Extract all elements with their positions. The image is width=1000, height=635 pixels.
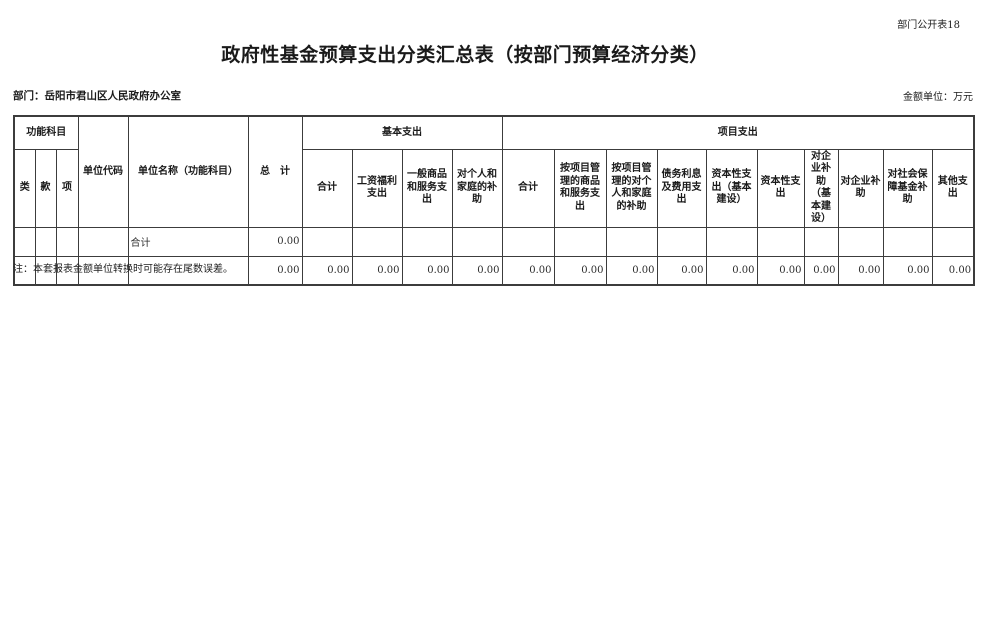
th-capital-basic-construction: 资本性支出（基本建设） — [705, 148, 758, 228]
th-goods-services: 一般商品和服务支出 — [401, 148, 453, 228]
amount-unit-label: 金额单位：万元 — [903, 92, 973, 103]
cell-value — [882, 226, 933, 257]
th-individual-family-subsidy: 对个人和家庭的补助 — [451, 148, 503, 228]
cell-grand-total: 0.00 — [247, 226, 303, 257]
header-row-columns: 类 款 项 合计 工资福利支出 一般商品和服务支出 对个人和家庭的补助 合计 按… — [13, 148, 975, 228]
cell-value: 0.00 — [501, 255, 555, 286]
header-row-groups: 功能科目 单位代码 单位名称（功能科目） 总 计 基本支出 项目支出 — [13, 115, 975, 228]
cell-value — [656, 226, 707, 257]
th-category: 类 — [13, 148, 36, 228]
cell-value — [401, 226, 453, 257]
department-label: 部门：岳阳市君山区人民政府办公室 — [13, 90, 181, 102]
cell-value: 0.00 — [931, 255, 975, 286]
cell-value — [351, 226, 403, 257]
th-functional-subject-group: 功能科目 — [13, 115, 79, 150]
th-enterprise-subsidy-construction: 对企业补助（基本建设） — [803, 148, 839, 228]
cell-value — [705, 226, 758, 257]
cell-category — [13, 226, 36, 257]
cell-value: 0.00 — [705, 255, 758, 286]
th-unit-code: 单位代码 — [77, 115, 129, 228]
th-other-expenditure: 其他支出 — [931, 148, 975, 228]
th-item: 项 — [55, 148, 79, 228]
cell-unit-name — [127, 255, 249, 286]
cell-item — [55, 255, 79, 286]
th-enterprise-subsidy: 对企业补助 — [837, 148, 884, 228]
doc-number-label: 部门公开表18 — [897, 20, 960, 31]
table-row-total: 合计 0.00 — [13, 226, 975, 257]
cell-value: 0.00 — [553, 255, 607, 286]
cell-value: 0.00 — [837, 255, 884, 286]
meta-row: 部门：岳阳市君山区人民政府办公室 金额单位：万元 — [13, 88, 973, 103]
footnote: 注：本套报表金额单位转换时可能存在尾数误差。 — [13, 264, 233, 275]
th-social-security-fund-subsidy: 对社会保障基金补助 — [882, 148, 933, 228]
th-salary-welfare: 工资福利支出 — [351, 148, 403, 228]
cell-value — [837, 226, 884, 257]
th-grand-total: 总 计 — [247, 115, 303, 228]
cell-item — [55, 226, 79, 257]
cell-grand-total: 0.00 — [247, 255, 303, 286]
cell-unit-name: 合计 — [127, 226, 249, 257]
th-section: 款 — [34, 148, 57, 228]
th-unit-name: 单位名称（功能科目） — [127, 115, 249, 228]
cell-value: 0.00 — [605, 255, 658, 286]
cell-value — [553, 226, 607, 257]
cell-value: 0.00 — [656, 255, 707, 286]
cell-value — [301, 226, 353, 257]
cell-unit-code — [77, 255, 129, 286]
cell-value: 0.00 — [401, 255, 453, 286]
cell-value: 0.00 — [882, 255, 933, 286]
cell-value: 0.00 — [756, 255, 805, 286]
cell-value — [501, 226, 555, 257]
page-title: 政府性基金预算支出分类汇总表（按部门预算经济分类） — [221, 44, 709, 66]
cell-unit-code — [77, 226, 129, 257]
table-row-detail: 0.00 0.00 0.00 0.00 0.00 0.00 0.00 0.00 … — [13, 255, 975, 286]
cell-value: 0.00 — [351, 255, 403, 286]
th-project-expenditure-group: 项目支出 — [501, 115, 975, 150]
cell-value — [451, 226, 503, 257]
th-basic-expenditure-group: 基本支出 — [301, 115, 503, 150]
cell-value: 0.00 — [803, 255, 839, 286]
th-project-individual-family: 按项目管理的对个人和家庭的补助 — [605, 148, 658, 228]
th-capital-expenditure: 资本性支出 — [756, 148, 805, 228]
cell-value — [931, 226, 975, 257]
th-debt-interest-fees: 债务利息及费用支出 — [656, 148, 707, 228]
th-basic-subtotal: 合计 — [301, 148, 353, 228]
cell-value — [803, 226, 839, 257]
th-project-goods-services: 按项目管理的商品和服务支出 — [553, 148, 607, 228]
th-project-subtotal: 合计 — [501, 148, 555, 228]
budget-summary-table: 功能科目 单位代码 单位名称（功能科目） 总 计 基本支出 项目支出 类 款 项… — [13, 115, 976, 286]
cell-value — [605, 226, 658, 257]
cell-value: 0.00 — [301, 255, 353, 286]
cell-section — [34, 226, 57, 257]
cell-value: 0.00 — [451, 255, 503, 286]
cell-value — [756, 226, 805, 257]
